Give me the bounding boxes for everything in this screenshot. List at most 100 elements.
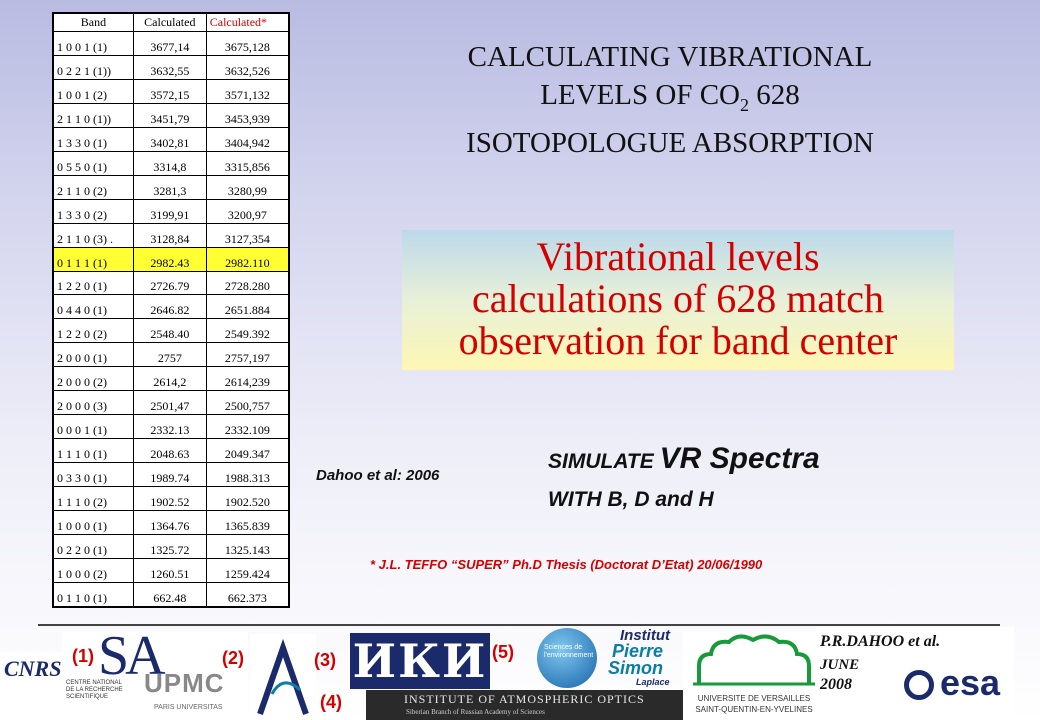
calculated-cell: 1260.51 <box>132 557 207 583</box>
band-cell: 0 2 2 0 (1) <box>53 534 134 559</box>
author-month: JUNE <box>820 657 860 673</box>
band-cell: 0 2 2 1 (1)) <box>53 54 134 80</box>
calculated-star-cell: 2500,757 <box>205 390 290 416</box>
table-row: 1 3 3 0 (2) 3199,91 3200,97 <box>53 198 290 224</box>
calculated-cell: 2614,2 <box>132 366 207 392</box>
table-row: 1 2 2 0 (1) 2726.79 2728.280 <box>53 270 290 296</box>
citation: Dahoo et al: 2006 <box>316 467 440 484</box>
table-row: 1 0 0 0 (2) 1260.51 1259.424 <box>53 557 290 583</box>
band-cell: 1 2 2 0 (2) <box>53 318 134 344</box>
table-row: 2 1 1 0 (1)) 3451,79 3453,939 <box>53 102 290 128</box>
title-subscript: 2 <box>740 94 750 115</box>
esa-logo-text: esa <box>940 662 1001 703</box>
ref-label-3: (3) <box>314 650 336 670</box>
calculated-star-cell: 1988.313 <box>205 462 290 488</box>
ref-label-5: (5) <box>492 642 514 662</box>
table-row: 0 1 1 1 (1) 2982.43 2982.110 <box>53 246 290 272</box>
conclusion-line-3: observation for band center <box>458 318 898 363</box>
table-row: 1 0 0 1 (2) 3572,15 3571,132 <box>53 78 290 104</box>
header-band: Band <box>53 13 134 32</box>
calculated-star-cell: 662.373 <box>205 581 290 608</box>
calculated-star-cell: 1259.424 <box>205 557 290 583</box>
vr-spectra-word: VR Spectra <box>659 442 820 475</box>
calculated-star-cell: 1902.520 <box>205 486 290 512</box>
calculated-star-cell: 3453,939 <box>205 102 290 128</box>
band-cell: 0 3 3 0 (1) <box>53 462 134 488</box>
header-calculated: Calculated <box>132 13 207 32</box>
calculated-cell: 3281,3 <box>132 174 207 200</box>
band-cell: 0 4 4 0 (1) <box>53 294 134 320</box>
upmc-logo-text: UPMC <box>144 668 225 698</box>
page-title: CALCULATING VIBRATIONAL LEVELS OF CO2 62… <box>390 38 950 162</box>
calculated-star-cell: 3571,132 <box>205 78 290 104</box>
calculated-star-cell: 3127,354 <box>205 222 290 248</box>
upmc-caption: PARIS UNIVERSITAS <box>154 704 223 711</box>
sa-logo-text: SA <box>98 632 166 687</box>
table-row: 1 1 1 0 (2) 1902.52 1902.520 <box>53 486 290 512</box>
ipsl-text-4: Laplace <box>636 677 670 687</box>
band-cell: 1 0 0 1 (2) <box>53 78 134 104</box>
sciences-environnement-logo: Sciences de l'environnement <box>532 628 602 690</box>
uvsq-logo: UNIVERSITE DE VERSAILLES SAINT-QUENTIN-E… <box>683 632 825 720</box>
table-row: 2 1 1 0 (3) . 3128,84 3127,354 <box>53 222 290 248</box>
iki-logo-text: ИКИ <box>352 634 488 688</box>
title-line-2-post: 628 <box>749 79 800 111</box>
author-year: 2008 <box>820 676 852 693</box>
title-line-1: CALCULATING VIBRATIONAL <box>467 41 873 73</box>
sa-upmc-logo: SA CENTRE NATIONAL DE LA RECHERCHE SCIEN… <box>62 632 248 720</box>
calculated-star-cell: 2549.392 <box>205 318 290 344</box>
table-row: 2 0 0 0 (1) 2757 2757,197 <box>53 342 290 368</box>
cnrs-caption: CENTRE NATIONAL DE LA RECHERCHE SCIENTIF… <box>66 680 123 700</box>
calculated-cell: 3632,55 <box>132 54 207 80</box>
iao-logo-text: INSTITUTE OF ATMOSPHERIC OPTICS <box>404 692 645 706</box>
calculated-cell: 1902.52 <box>132 486 207 512</box>
calculated-cell: 2548.40 <box>132 318 207 344</box>
header-calculated-star: Calculated* <box>205 13 290 32</box>
table-header-row: Band Calculated Calculated* <box>53 13 290 32</box>
band-cell: 1 0 0 0 (1) <box>53 510 134 536</box>
calculated-star-cell: 3632,526 <box>205 54 290 80</box>
esa-logo: esa <box>902 656 1012 718</box>
divider <box>38 624 1000 626</box>
band-cell: 1 1 1 0 (1) <box>53 438 134 464</box>
band-cell: 1 0 0 0 (2) <box>53 557 134 583</box>
band-cell: 2 0 0 0 (1) <box>53 342 134 368</box>
footnote: * J.L. TEFFO “SUPER” Ph.D Thesis (Doctor… <box>370 557 763 572</box>
simulate-word: SIMULATE <box>548 450 654 473</box>
calculated-cell: 1325.72 <box>132 534 207 559</box>
calculated-cell: 2048.63 <box>132 438 207 464</box>
table-row: 0 2 2 0 (1) 1325.72 1325.143 <box>53 534 290 559</box>
cnrs-logo-text: CNRS <box>4 656 62 681</box>
calculated-star-cell: 2651.884 <box>205 294 290 320</box>
band-cell: 2 0 0 0 (3) <box>53 390 134 416</box>
table-row: 1 1 1 0 (1) 2048.63 2049.347 <box>53 438 290 464</box>
table-row: 1 0 0 1 (1) 3677,14 3675,128 <box>53 31 290 56</box>
iki-logo: ИКИ <box>350 633 490 689</box>
a-mountain-icon <box>257 638 309 715</box>
band-cell: 2 1 1 0 (2) <box>53 174 134 200</box>
calculated-cell: 1989.74 <box>132 462 207 488</box>
author-name: P.R.DAHOO et al. <box>820 633 941 650</box>
table-row: 0 2 2 1 (1)) 3632,55 3632,526 <box>53 54 290 80</box>
table-body: 1 0 0 1 (1) 3677,14 3675,128 0 2 2 1 (1)) 36… <box>53 31 290 608</box>
uvsq-text-2: SAINT-QUENTIN-EN-YVELINES <box>695 705 813 714</box>
ipsl-a-logo <box>250 634 316 720</box>
calculated-star-cell: 2614,239 <box>205 366 290 392</box>
table-row: 0 3 3 0 (1) 1989.74 1988.313 <box>53 462 290 488</box>
calculated-star-cell: 2049.347 <box>205 438 290 464</box>
ipsl-text-1: Institut <box>620 628 670 644</box>
ipsl-text-2: Pierre <box>612 641 664 661</box>
calculated-cell: 3128,84 <box>132 222 207 248</box>
ipsl-text-3: Simon <box>608 658 664 678</box>
simulate-line-2: WITH B, D and H <box>548 488 714 511</box>
calculated-cell: 3402,81 <box>132 126 207 152</box>
band-cell: 0 1 1 0 (1) <box>53 581 134 608</box>
band-table: Band Calculated Calculated* 1 0 0 1 (1) 3… <box>53 13 290 608</box>
calculated-cell: 2501,47 <box>132 390 207 416</box>
ref-label-1: (1) <box>72 646 94 666</box>
title-line-2-pre: LEVELS OF CO <box>540 79 741 111</box>
band-cell: 0 0 0 1 (1) <box>53 414 134 440</box>
calculated-star-cell: 2757,197 <box>205 342 290 368</box>
calculated-cell: 2726.79 <box>132 270 207 296</box>
cnrs-logo: CNRS <box>0 652 62 720</box>
